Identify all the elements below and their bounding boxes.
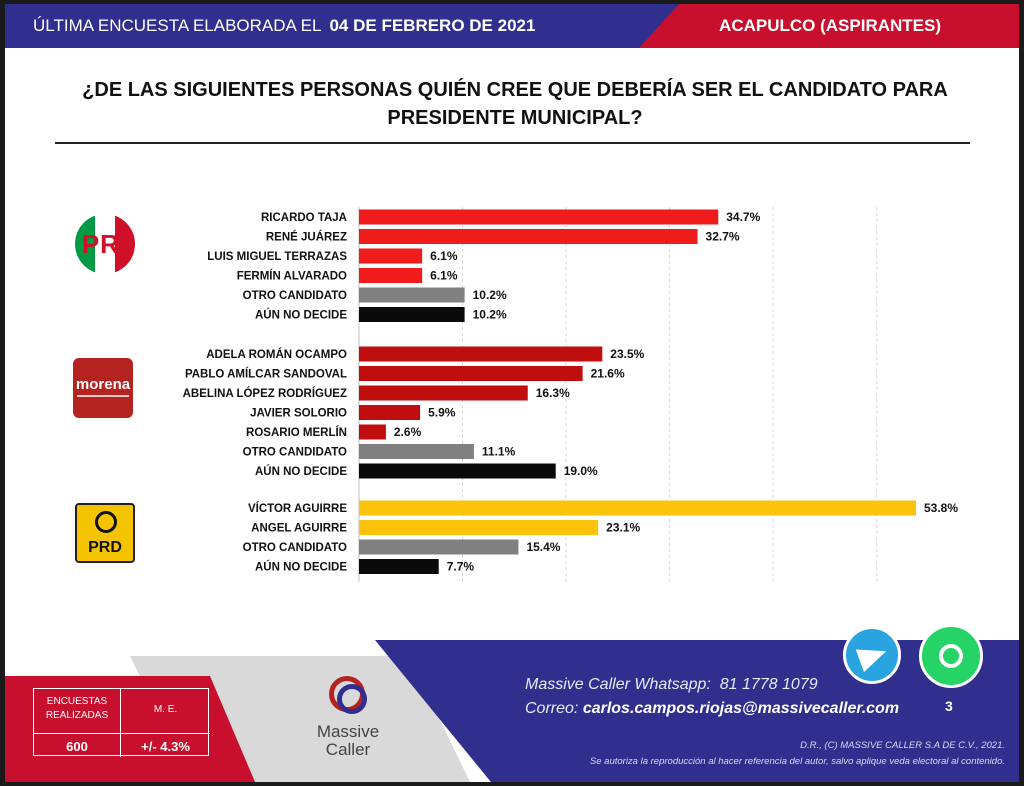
- email-address[interactable]: carlos.campos.riojas@massivecaller.com: [582, 700, 900, 717]
- copyright-text: D.R., (C) MASSIVE CALLER S.A DE C.V., 20…: [800, 740, 1005, 751]
- bar: [359, 346, 603, 362]
- category-label: ANGEL AGUIRRE: [251, 523, 347, 535]
- telegram-icon[interactable]: [843, 626, 901, 684]
- data-label: 2.6%: [394, 425, 422, 439]
- survey-label: ÚLTIMA ENCUESTA ELABORADA EL: [33, 16, 322, 35]
- pri-logo-text: PRI: [81, 229, 129, 259]
- bar: [359, 385, 528, 401]
- data-label: 32.7%: [706, 230, 740, 244]
- data-label: 34.7%: [726, 210, 760, 224]
- me-label: M. E.: [153, 704, 178, 715]
- morena-logo-text: morena: [75, 376, 131, 393]
- data-label: 15.4%: [526, 540, 560, 554]
- data-label: 11.1%: [482, 445, 516, 459]
- category-label: JAVIER SOLORIO: [250, 408, 347, 420]
- data-label: 6.1%: [430, 269, 458, 283]
- bar: [359, 248, 423, 264]
- email-label: Correo:: [525, 700, 579, 717]
- whatsapp-label: Massive Caller Whatsapp:: [525, 676, 711, 693]
- data-label: 5.9%: [428, 406, 456, 420]
- footer: ENCUESTAS REALIZADAS M. E. 600 +/- 4.3% …: [5, 624, 1019, 782]
- massive-caller-logo: Massive Caller: [305, 676, 391, 776]
- category-label: ROSARIO MERLÍN: [246, 426, 347, 439]
- sun-icon: [95, 511, 117, 533]
- bar: [359, 405, 421, 420]
- data-label: 21.6%: [591, 367, 625, 381]
- data-label: 16.3%: [536, 386, 570, 400]
- bar: [359, 559, 439, 574]
- bar: [359, 539, 519, 555]
- morena-logo: morena: [73, 358, 133, 418]
- whatsapp-number: 81 1778 1079: [719, 676, 818, 693]
- bar: [359, 424, 386, 440]
- reproduction-notice: Se autoriza la reproducción al hacer ref…: [589, 756, 1005, 767]
- data-label: 6.1%: [430, 249, 458, 263]
- category-label: LUIS MIGUEL TERRAZAS: [207, 251, 347, 263]
- region-title: ACAPULCO (ASPIRANTES): [719, 16, 941, 35]
- data-label: 53.8%: [924, 501, 958, 515]
- encuestas-label: ENCUESTAS REALIZADAS: [45, 696, 109, 721]
- bar: [359, 307, 465, 322]
- bar: [359, 209, 719, 225]
- bar: [359, 268, 423, 283]
- category-label: OTRO CANDIDATO: [243, 542, 347, 554]
- brand-line-1: Massive: [316, 722, 380, 741]
- whatsapp-contact: Massive Caller Whatsapp: 81 1778 1079: [525, 676, 818, 694]
- footer-blue-band: [375, 640, 1019, 782]
- pri-logo: PRI: [75, 214, 135, 274]
- question-line-2: PRESIDENTE MUNICIPAL?: [387, 107, 643, 129]
- slide: ÚLTIMA ENCUESTA ELABORADA EL 04 DE FEBRER…: [5, 4, 1019, 782]
- page-number: 3: [945, 698, 953, 714]
- category-label: OTRO CANDIDATO: [243, 447, 347, 459]
- data-label: 23.1%: [606, 521, 640, 535]
- category-label: RICARDO TAJA: [261, 212, 347, 224]
- bar: [359, 229, 698, 244]
- bar: [359, 366, 583, 381]
- data-label: 10.2%: [473, 288, 507, 302]
- data-label: 7.7%: [447, 560, 475, 574]
- email-contact: Correo: carlos.campos.riojas@massivecall…: [525, 700, 899, 718]
- whatsapp-icon[interactable]: [919, 624, 983, 688]
- bar: [359, 463, 556, 479]
- prd-logo-text: PRD: [88, 539, 122, 556]
- bar: [359, 500, 916, 516]
- survey-stats-table: ENCUESTAS REALIZADAS M. E. 600 +/- 4.3%: [33, 688, 210, 757]
- header-red-band: [639, 4, 1019, 48]
- question-line-1: ¿DE LAS SIGUIENTES PERSONAS QUIÉN CREE Q…: [82, 79, 948, 101]
- category-label: RENÉ JUÁREZ: [266, 231, 347, 244]
- data-label: 19.0%: [564, 464, 598, 478]
- bar: [359, 444, 474, 459]
- category-label: AÚN NO DECIDE: [255, 309, 347, 322]
- category-label: OTRO CANDIDATO: [243, 290, 347, 302]
- header-bar: ÚLTIMA ENCUESTA ELABORADA EL 04 DE FEBRER…: [5, 4, 1019, 48]
- survey-date: 04 DE FEBRERO DE 2021: [329, 16, 536, 35]
- bar: [359, 287, 465, 303]
- category-label: PABLO AMÍLCAR SANDOVAL: [185, 368, 347, 381]
- encuestas-value: 600: [66, 739, 88, 754]
- category-label: ADELA ROMÁN OCAMPO: [206, 348, 347, 361]
- category-label: AÚN NO DECIDE: [255, 465, 347, 478]
- category-label: VÍCTOR AGUIRRE: [248, 502, 347, 515]
- footer-red-band: [5, 676, 255, 782]
- bar: [359, 520, 599, 535]
- title-divider: [55, 142, 970, 144]
- survey-date-text: ÚLTIMA ENCUESTA ELABORADA EL 04 DE FEBRER…: [33, 16, 535, 36]
- bar-chart: RICARDO TAJA 34.7% RENÉ JUÁREZ 32.7% LUIS MI…: [183, 207, 958, 582]
- data-label: 23.5%: [610, 347, 644, 361]
- data-label: 10.2%: [473, 308, 507, 322]
- prd-logo: PRD: [75, 503, 135, 563]
- category-label: ABELINA LÓPEZ RODRÍGUEZ: [183, 387, 347, 400]
- category-label: FERMÍN ALVARADO: [237, 270, 347, 283]
- me-value: +/- 4.3%: [141, 739, 190, 754]
- question-title: ¿DE LAS SIGUIENTES PERSONAS QUIÉN CREE Q…: [65, 76, 965, 132]
- category-label: AÚN NO DECIDE: [255, 561, 347, 574]
- brand-line-2: Caller: [325, 740, 371, 759]
